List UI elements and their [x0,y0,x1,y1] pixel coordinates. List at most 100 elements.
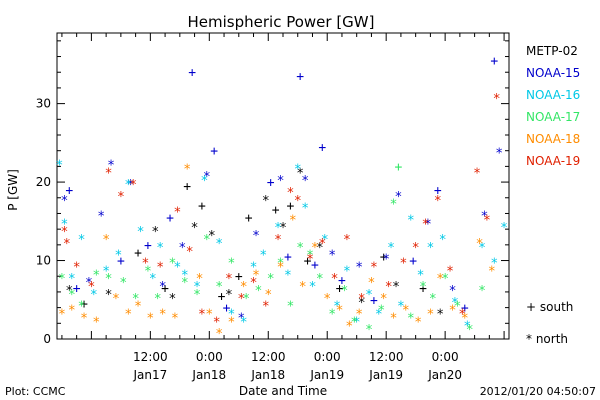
data-point: * [196,272,204,287]
data-point: * [424,217,432,232]
data-point: * [240,315,248,330]
legend-entry: NOAA-16 [526,88,580,102]
data-point: + [419,282,427,297]
data-point: * [65,284,73,299]
data-point: + [198,199,206,214]
data-point: * [368,276,376,291]
x-tick-date-label: Jan18 [250,368,285,382]
data-point: * [56,158,64,173]
data-point: * [90,288,98,303]
data-point: * [250,276,258,291]
data-point: * [105,288,113,303]
data-point: * [490,257,498,272]
data-point: * [85,276,93,291]
data-point: * [493,92,501,107]
data-point: * [392,280,400,295]
data-point: * [284,268,292,283]
data-point: * [414,315,422,330]
data-point: * [286,300,294,315]
data-point: * [446,264,454,279]
data-point: * [441,272,449,287]
data-point: * [154,292,162,307]
data-point: + [161,282,169,297]
data-point: + [490,54,498,69]
data-point: * [237,311,245,326]
data-point: * [68,304,76,319]
data-point: * [227,257,235,272]
data-point: * [127,178,135,193]
data-point: * [343,233,351,248]
data-point: * [299,280,307,295]
data-point: * [227,308,235,323]
data-point: * [58,272,66,287]
data-point: * [417,268,425,283]
data-point: * [262,194,270,209]
data-point: * [449,284,457,299]
data-point: * [215,280,223,295]
data-point: * [215,327,223,342]
data-point: * [255,284,263,299]
data-point: * [301,202,309,217]
y-axis: 0 10 20 30 [36,40,509,346]
data-point: + [144,238,152,253]
data-point: * [466,323,474,338]
data-point: * [137,225,145,240]
data-point: * [242,292,250,307]
data-point: * [345,319,353,334]
y-axis-label: P [GW] [6,169,20,211]
marker-legend: + south * north [526,300,573,346]
legend-entry: NOAA-18 [526,132,580,146]
legend-entry: METP-02 [526,44,578,58]
data-points: *+*+*+*+*+*+ *++*+*+*+*+*+* +**++ ***+*+*+*… [56,54,508,342]
y-tick-label: 0 [43,332,51,346]
data-point: * [227,315,235,330]
data-point: * [117,190,125,205]
data-point: * [380,292,388,307]
data-point: * [355,260,363,275]
data-point: * [186,245,194,260]
x-tick-date-label: Jan20 [427,368,462,382]
data-point: * [259,249,267,264]
data-point: * [316,241,324,256]
data-point: * [112,292,120,307]
data-point: * [478,284,486,299]
data-point: + [284,250,292,265]
data-point: * [78,233,86,248]
data-point: * [296,241,304,256]
data-point: + [134,246,142,261]
data-point: * [277,174,285,189]
data-point: * [436,272,444,287]
data-point: * [178,241,186,256]
data-point: * [385,280,393,295]
data-point: * [458,308,466,323]
data-point: + [235,270,243,285]
x-tick-date-label: Jan17 [132,368,167,382]
data-point: * [146,311,154,326]
data-point: * [169,257,177,272]
data-point: * [390,311,398,326]
data-point: * [119,276,127,291]
x-tick-time-label: 12:00 [251,350,286,364]
x-tick-time-label: 0:00 [196,350,223,364]
data-point: * [333,300,341,315]
data-point: * [294,194,302,209]
data-point: * [102,264,110,279]
data-point: + [183,180,191,195]
data-point: * [124,308,132,323]
y-tick-label: 20 [36,175,51,189]
data-point: * [316,272,324,287]
data-point: + [80,297,88,312]
data-point: + [267,176,275,191]
data-point: * [279,221,287,236]
data-point: * [63,237,71,252]
data-point: * [358,292,366,307]
data-point: * [331,272,339,287]
data-point: * [306,249,314,264]
data-point: * [156,241,164,256]
data-point: + [395,160,403,175]
data-point: * [390,198,398,213]
data-point: * [343,264,351,279]
data-point: * [473,166,481,181]
data-point: * [449,304,457,319]
y-tick-label: 10 [36,254,51,268]
